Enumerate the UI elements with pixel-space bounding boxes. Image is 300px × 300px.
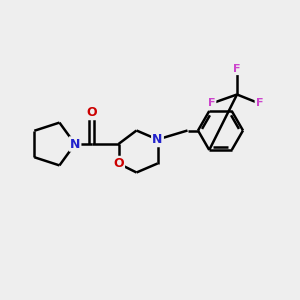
Text: F: F <box>256 98 263 109</box>
Text: O: O <box>86 106 97 119</box>
Text: F: F <box>208 98 215 109</box>
Text: F: F <box>233 64 241 74</box>
Text: O: O <box>113 157 124 170</box>
Text: N: N <box>152 133 163 146</box>
Text: N: N <box>70 137 80 151</box>
